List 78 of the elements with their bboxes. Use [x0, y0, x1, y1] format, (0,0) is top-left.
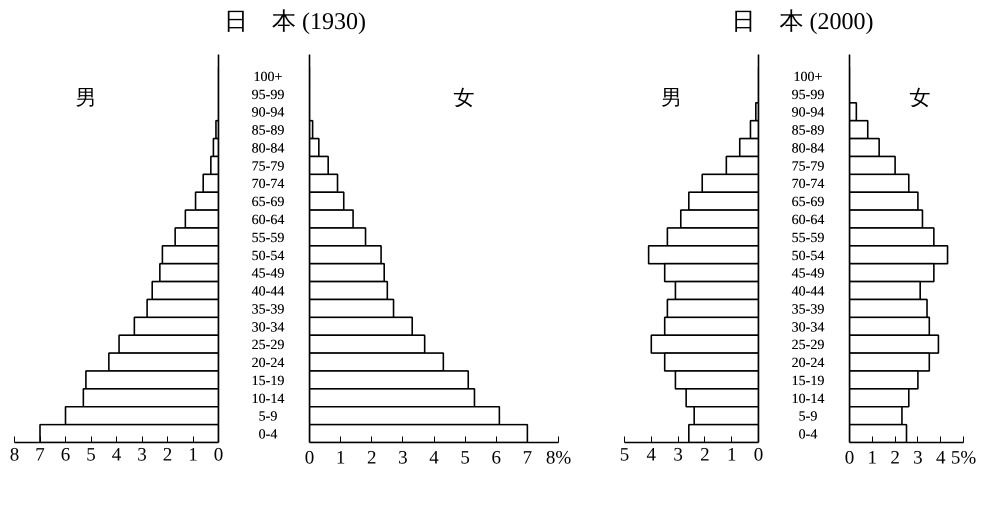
text: 男	[660, 85, 682, 110]
y-tick-label: 70-74	[252, 177, 284, 192]
y-tick-label: 50-54	[252, 248, 284, 264]
y-tick-label: 35-39	[252, 302, 284, 318]
text: 女	[910, 85, 931, 110]
text: 男	[75, 85, 96, 110]
x-tick-label: 1	[726, 444, 736, 466]
x-tick-label: 0	[214, 444, 224, 466]
x-tick-label: 0	[844, 448, 854, 468]
x-tick-label: 6	[60, 444, 70, 466]
x-tick-label: 8%	[546, 448, 572, 468]
x-tick-label: 5	[460, 448, 470, 468]
x-tick-label: 2	[162, 444, 172, 466]
x-tick-label: 4	[936, 448, 946, 468]
text: 日 本 (1930)	[224, 8, 366, 37]
y-tick-label: 20-24	[252, 356, 284, 372]
y-tick-label: 70-74	[792, 177, 824, 192]
y-tick-label: 5-9	[798, 410, 818, 425]
y-tick-label: 95-99	[792, 88, 824, 103]
x-tick-label: 7	[35, 444, 45, 466]
x-tick-label: 1	[336, 448, 346, 468]
x-tick-label: 5	[620, 444, 630, 466]
y-tick-label: 10-14	[792, 392, 824, 407]
x-tick-label: 7	[522, 448, 532, 468]
y-tick-label: 35-39	[792, 302, 824, 318]
y-tick-label: 15-19	[792, 374, 824, 389]
x-tick-label: 3	[673, 444, 683, 466]
y-tick-label: 80-84	[252, 141, 284, 156]
y-tick-label: 75-79	[252, 159, 284, 174]
y-tick-label: 40-44	[792, 284, 824, 300]
y-tick-label: 60-64	[792, 213, 824, 228]
y-tick-label: 100+	[794, 70, 823, 85]
x-tick-label: 4	[429, 448, 440, 468]
y-tick-label: 25-29	[252, 338, 284, 354]
text: 女	[453, 85, 474, 110]
y-tick-label: 45-49	[792, 266, 824, 282]
chart-title: 日 本 (2000)	[732, 8, 874, 37]
y-tick-label: 50-54	[792, 248, 824, 264]
x-tick-label: 5%	[950, 448, 976, 468]
x-tick-label: 5	[86, 444, 96, 466]
x-tick-label: 0	[754, 444, 764, 466]
y-tick-label: 0-4	[798, 428, 818, 443]
y-tick-label: 65-69	[792, 195, 824, 210]
x-tick-label: 2	[890, 448, 900, 468]
x-tick-label: 2	[367, 448, 376, 468]
y-tick-label: 45-49	[252, 266, 284, 282]
x-tick-label: 3	[137, 444, 147, 466]
y-tick-label: 85-89	[252, 124, 284, 139]
y-tick-label: 90-94	[792, 106, 824, 121]
x-tick-label: 6	[492, 448, 501, 468]
y-tick-label: 90-94	[252, 106, 284, 121]
x-tick-label: 4	[646, 444, 657, 466]
x-tick-label: 3	[398, 448, 408, 468]
y-tick-label: 40-44	[252, 284, 284, 300]
x-tick-label: 2	[700, 444, 710, 466]
y-tick-label: 85-89	[792, 124, 824, 139]
x-tick-label: 1	[188, 444, 198, 466]
y-tick-label: 65-69	[252, 195, 284, 210]
x-tick-label: 3	[913, 448, 923, 468]
x-tick-label: 0	[304, 448, 314, 468]
y-tick-label: 0-4	[258, 428, 278, 443]
y-tick-label: 5-9	[258, 410, 278, 425]
x-tick-label: 1	[868, 448, 878, 468]
y-tick-label: 60-64	[252, 213, 284, 228]
y-tick-label: 95-99	[252, 88, 284, 103]
y-tick-label: 30-34	[252, 320, 284, 336]
x-tick-label: 4	[112, 444, 122, 466]
y-tick-label: 75-79	[792, 159, 824, 174]
y-tick-label: 30-34	[792, 320, 824, 336]
y-tick-label: 55-59	[252, 230, 284, 246]
y-tick-label: 20-24	[792, 356, 824, 372]
y-tick-label: 15-19	[252, 374, 284, 389]
x-tick-label: 8	[10, 444, 20, 466]
y-tick-label: 25-29	[792, 338, 824, 354]
y-tick-label: 55-59	[792, 230, 824, 246]
y-tick-label: 10-14	[252, 392, 284, 407]
y-tick-label: 80-84	[792, 141, 824, 156]
y-tick-label: 100+	[254, 70, 283, 85]
